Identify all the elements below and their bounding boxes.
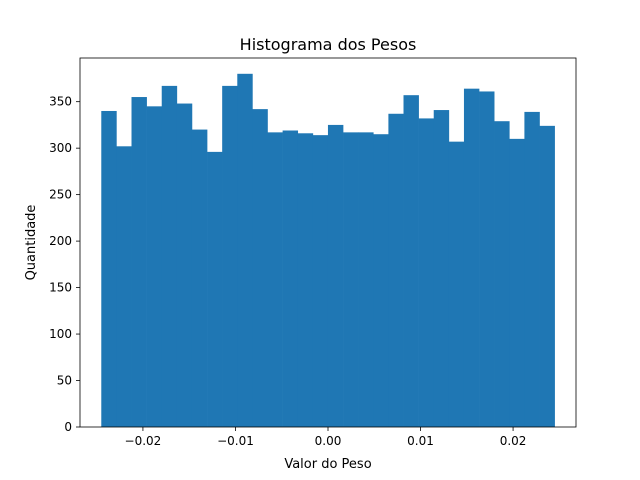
histogram-bar bbox=[101, 110, 117, 427]
x-tick-label: 0.01 bbox=[407, 434, 434, 448]
histogram-bar bbox=[418, 118, 435, 427]
y-tick-label: 100 bbox=[49, 327, 72, 341]
histogram-bar bbox=[282, 130, 299, 428]
histogram-bar bbox=[267, 132, 283, 428]
histogram-bar bbox=[524, 111, 540, 428]
histogram-bar bbox=[131, 97, 147, 427]
x-tick-label: −0.02 bbox=[125, 434, 162, 448]
histogram-bar bbox=[161, 85, 178, 428]
chart-title: Histograma dos Pesos bbox=[240, 35, 417, 54]
y-tick-label: 200 bbox=[49, 234, 72, 248]
histogram-bar bbox=[297, 133, 314, 427]
x-ticks: −0.02 −0.01 0.00 0.01 0.02 bbox=[125, 427, 527, 448]
histogram-bar bbox=[191, 129, 208, 427]
x-axis-label: Valor do Peso bbox=[284, 457, 371, 472]
y-tick-label: 0 bbox=[64, 420, 72, 434]
y-tick-label: 150 bbox=[49, 281, 72, 295]
histogram-bar bbox=[463, 88, 480, 427]
histogram-bar bbox=[358, 132, 374, 428]
histogram-bar bbox=[448, 141, 465, 427]
histogram-bar bbox=[343, 132, 359, 428]
histogram-bar bbox=[176, 103, 193, 428]
plot-frame bbox=[79, 57, 577, 428]
histogram-bar bbox=[252, 109, 268, 427]
x-tick-label: 0.00 bbox=[315, 434, 342, 448]
y-ticks: 0 50 100 150 200 250 300 350 bbox=[49, 95, 80, 434]
y-tick-label: 50 bbox=[57, 374, 72, 388]
histogram-bar bbox=[373, 134, 389, 428]
histogram-bar bbox=[403, 95, 419, 428]
x-tick-label: −0.01 bbox=[217, 434, 254, 448]
histogram-bar bbox=[479, 91, 495, 427]
histogram-bar bbox=[327, 124, 344, 428]
histogram-bar bbox=[494, 121, 510, 427]
histogram-bar bbox=[539, 125, 555, 428]
histogram-bar bbox=[207, 151, 223, 427]
y-tick-label: 300 bbox=[49, 141, 72, 155]
y-tick-label: 250 bbox=[49, 188, 72, 202]
histogram-bar bbox=[433, 110, 450, 427]
y-tick-label: 350 bbox=[49, 95, 72, 109]
histogram-bar bbox=[312, 135, 329, 427]
histogram-bar bbox=[116, 146, 132, 427]
x-tick-label: 0.02 bbox=[500, 434, 527, 448]
histogram-bar bbox=[237, 73, 253, 427]
y-axis-label: Quantidade bbox=[24, 205, 39, 281]
histogram-bar bbox=[146, 106, 163, 428]
histogram-bar bbox=[388, 113, 404, 428]
histogram-bar bbox=[222, 85, 238, 428]
histogram-bar bbox=[509, 138, 525, 427]
bars-group bbox=[101, 73, 555, 428]
